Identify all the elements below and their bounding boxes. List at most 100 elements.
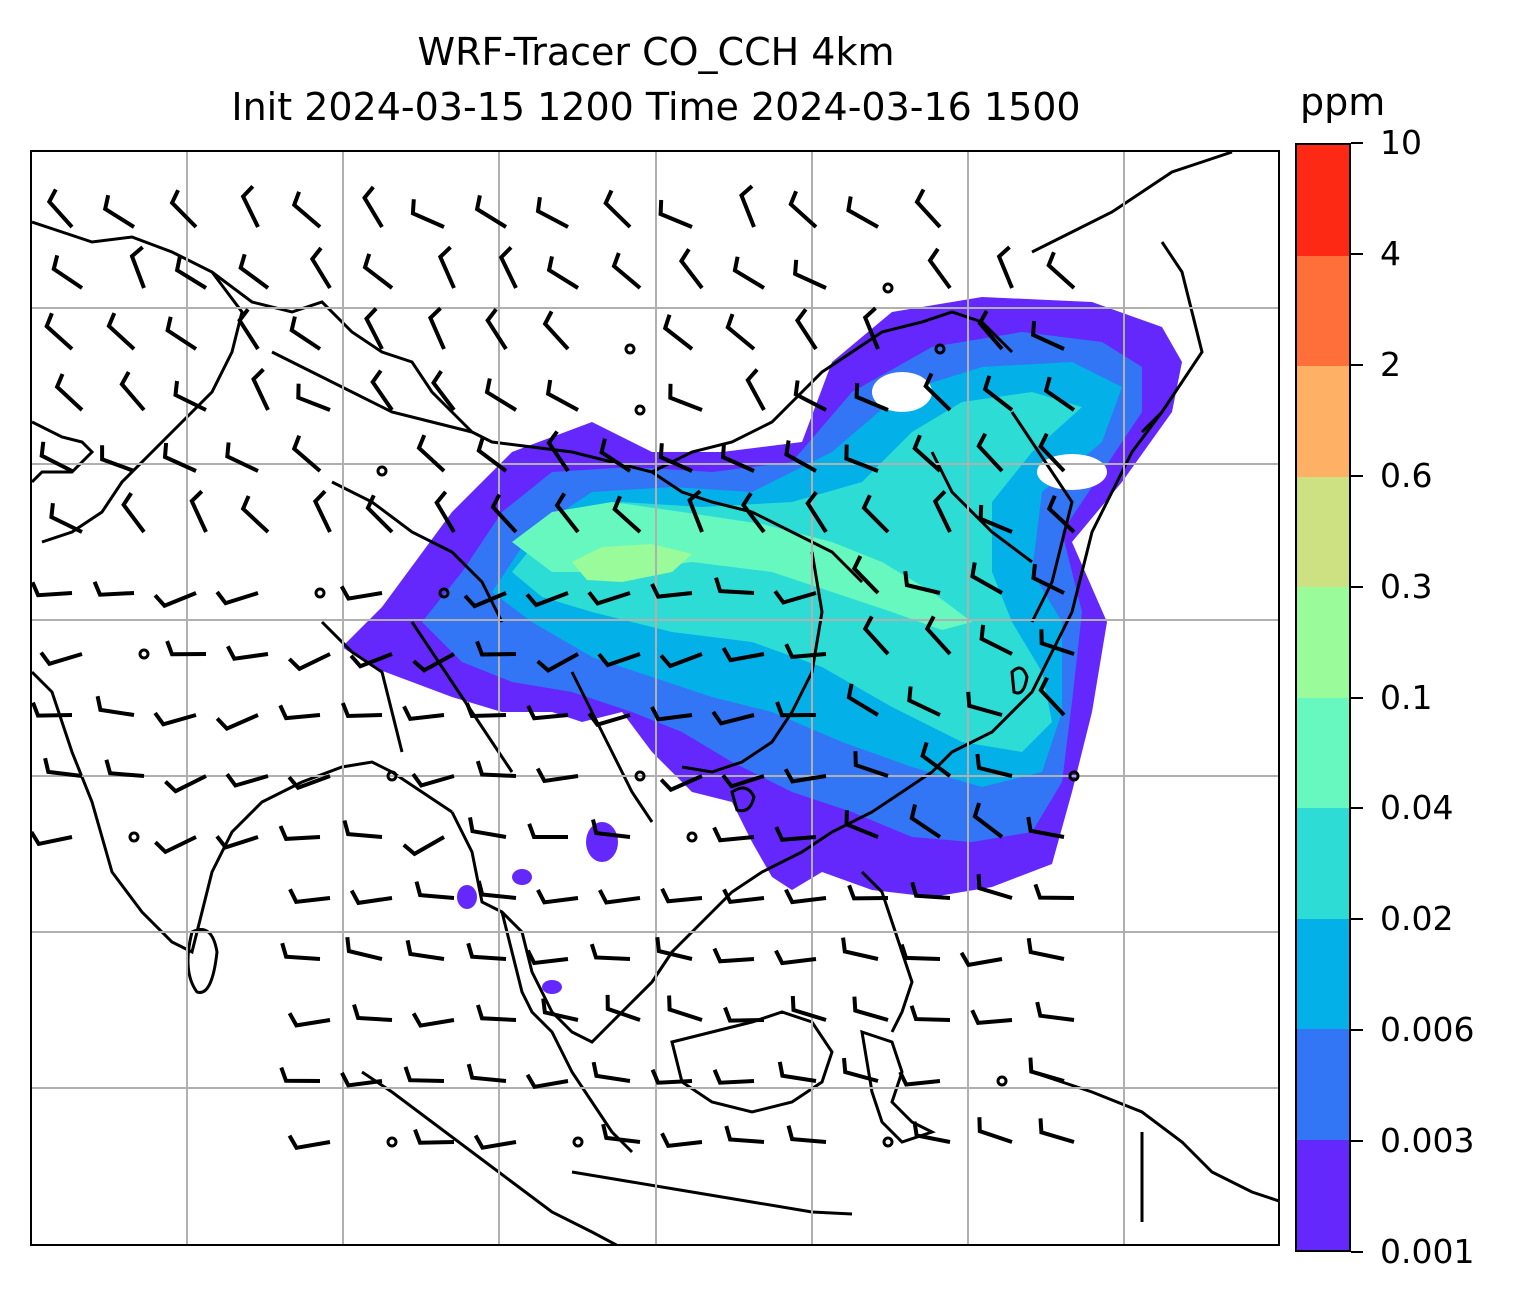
wind-barb bbox=[667, 995, 703, 1022]
map-title: WRF-Tracer CO_CCH 4km bbox=[417, 30, 895, 74]
calm-wind-marker bbox=[314, 587, 326, 599]
wind-barb bbox=[587, 712, 631, 728]
wind-barb bbox=[475, 640, 517, 657]
wind-barb bbox=[542, 310, 570, 351]
wind-barb bbox=[92, 581, 135, 597]
wind-barb bbox=[668, 383, 703, 412]
wind-barb bbox=[554, 492, 580, 534]
wind-barb bbox=[100, 445, 135, 473]
wind-barb bbox=[909, 804, 942, 839]
coast-india bbox=[32, 670, 453, 955]
wind-barb bbox=[32, 701, 73, 718]
wind-barb bbox=[784, 643, 827, 660]
wind-barb bbox=[976, 874, 1013, 900]
wind-barb bbox=[978, 504, 1013, 534]
wind-barb bbox=[476, 880, 517, 900]
wind-barb bbox=[153, 711, 197, 727]
wind-barb bbox=[720, 442, 755, 473]
wind-barb bbox=[485, 307, 508, 351]
wind-barb bbox=[173, 380, 207, 412]
wind-barb bbox=[413, 1128, 455, 1145]
wind-barb bbox=[959, 951, 1003, 968]
wind-barb bbox=[32, 581, 73, 598]
map-panel[interactable] bbox=[30, 150, 1280, 1246]
wind-barb bbox=[1028, 1057, 1065, 1083]
wind-barb bbox=[466, 942, 507, 961]
plume-blob-1 bbox=[586, 822, 618, 862]
colorbar-tick-label: 4 bbox=[1380, 233, 1401, 273]
wind-barb bbox=[434, 490, 456, 534]
coast-malay bbox=[500, 911, 634, 1154]
wind-barb bbox=[405, 939, 445, 961]
coast-newguinea bbox=[1031, 1070, 1278, 1203]
wind-barb bbox=[106, 312, 136, 351]
wind-barb bbox=[927, 247, 952, 290]
wind-barb bbox=[238, 253, 270, 290]
wind-barb bbox=[854, 382, 889, 412]
wind-barb bbox=[51, 254, 84, 290]
map-subtitle: Init 2024-03-15 1200 Time 2024-03-16 150… bbox=[231, 85, 1081, 129]
wind-barb bbox=[296, 383, 331, 412]
colorbar-tick bbox=[1351, 918, 1363, 921]
wind-barb bbox=[723, 1006, 765, 1023]
wind-barb bbox=[975, 753, 1013, 778]
wind-barb bbox=[847, 884, 889, 901]
wind-barb bbox=[402, 835, 445, 857]
wind-barb bbox=[794, 308, 818, 351]
wind-barb bbox=[431, 370, 456, 412]
wind-barb bbox=[842, 1057, 879, 1083]
wind-barb bbox=[658, 199, 693, 229]
wind-barb bbox=[745, 368, 766, 411]
wind-barb bbox=[846, 196, 879, 229]
wind-barb bbox=[852, 996, 889, 1022]
colorbar-tick bbox=[1351, 585, 1363, 588]
wind-barb bbox=[129, 245, 146, 289]
wind-barb bbox=[169, 189, 198, 229]
wind-barb bbox=[660, 887, 703, 904]
wind-barb bbox=[240, 185, 260, 228]
wind-barb bbox=[1046, 251, 1076, 290]
wind-barb bbox=[165, 640, 207, 657]
wind-barb bbox=[783, 768, 827, 784]
wind-barb bbox=[154, 835, 197, 855]
wind-barb bbox=[119, 371, 146, 412]
plume-blob-2 bbox=[457, 885, 477, 909]
wind-barb bbox=[712, 947, 755, 964]
wind-barb bbox=[287, 774, 331, 791]
wind-barb bbox=[658, 443, 693, 473]
wind-barb bbox=[466, 1063, 507, 1083]
border-9 bbox=[570, 671, 654, 823]
wind-barb bbox=[599, 438, 632, 473]
wind-barb bbox=[712, 826, 755, 843]
wind-barb bbox=[280, 942, 321, 961]
wind-barb bbox=[862, 306, 880, 350]
wind-barb bbox=[309, 246, 332, 290]
wind-barb bbox=[932, 490, 952, 533]
wind-barb bbox=[44, 312, 74, 351]
wind-barb bbox=[712, 1069, 755, 1085]
plume-blob-4 bbox=[542, 980, 562, 994]
wind-barb bbox=[490, 493, 518, 534]
wind-barb bbox=[46, 188, 74, 229]
calm-wind-marker bbox=[128, 831, 140, 843]
wind-barb bbox=[844, 444, 879, 473]
wind-barb bbox=[603, 189, 632, 229]
wind-barb bbox=[339, 585, 383, 601]
wind-barb bbox=[1026, 937, 1065, 961]
colorbar-tick-label: 0.003 bbox=[1380, 1121, 1475, 1161]
wind-barb bbox=[104, 759, 145, 778]
wind-barb bbox=[909, 1005, 951, 1022]
calm-wind-marker bbox=[386, 770, 398, 782]
wind-barb bbox=[463, 591, 507, 609]
border-4 bbox=[331, 480, 504, 623]
wind-barb bbox=[587, 591, 631, 606]
wind-barb bbox=[362, 185, 384, 229]
coast-china-east bbox=[1010, 411, 1074, 623]
wind-barb bbox=[777, 1061, 817, 1083]
wind-barb bbox=[414, 881, 455, 900]
wind-barb bbox=[215, 835, 259, 850]
wind-barb bbox=[589, 943, 631, 961]
wind-barb bbox=[279, 1066, 321, 1083]
wind-barb bbox=[597, 652, 641, 668]
wind-barb bbox=[340, 1071, 383, 1088]
